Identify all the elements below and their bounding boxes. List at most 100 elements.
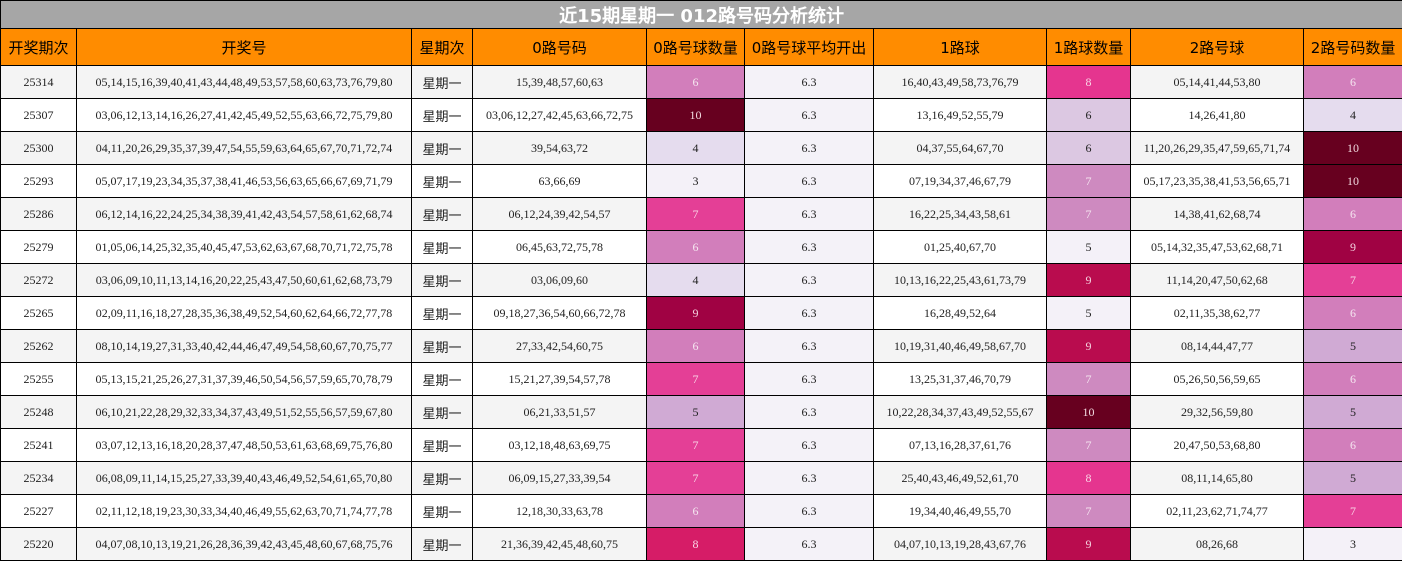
route0-numbers-cell: 09,18,27,36,54,60,66,72,78 bbox=[472, 296, 647, 330]
draw-numbers-cell: 05,13,15,21,25,26,27,31,37,39,46,50,54,5… bbox=[76, 362, 412, 396]
draw-numbers-cell: 05,07,17,19,23,34,35,37,38,41,46,53,56,6… bbox=[76, 164, 412, 198]
route1-count-cell: 8 bbox=[1046, 461, 1131, 495]
route1-count-cell: 7 bbox=[1046, 164, 1131, 198]
route1-count-cell: 8 bbox=[1046, 65, 1131, 99]
route0-avg-cell: 6.3 bbox=[744, 527, 874, 561]
table-row: 25314 05,14,15,16,39,40,41,43,44,48,49,53… bbox=[0, 65, 1402, 99]
header-weekday: 星期次 bbox=[411, 28, 473, 66]
route2-count-cell: 4 bbox=[1302, 98, 1402, 132]
route2-numbers-cell: 08,14,44,47,77 bbox=[1130, 329, 1304, 363]
route0-avg-cell: 6.3 bbox=[744, 230, 874, 264]
route2-numbers-cell: 14,26,41,80 bbox=[1130, 98, 1304, 132]
draw-numbers-cell: 06,10,21,22,28,29,32,33,34,37,43,49,51,5… bbox=[76, 395, 412, 429]
route2-count-cell: 10 bbox=[1302, 131, 1402, 165]
weekday-cell: 星期一 bbox=[411, 461, 473, 495]
route0-count-cell: 4 bbox=[646, 263, 745, 297]
header-numbers: 开奖号 bbox=[76, 28, 412, 66]
header-route1-numbers: 1路球 bbox=[873, 28, 1047, 66]
route0-avg-cell: 6.3 bbox=[744, 395, 874, 429]
draw-numbers-cell: 06,12,14,16,22,24,25,34,38,39,41,42,43,5… bbox=[76, 197, 412, 231]
route1-count-cell: 7 bbox=[1046, 197, 1131, 231]
route1-numbers-cell: 16,22,25,34,43,58,61 bbox=[873, 197, 1047, 231]
route0-count-cell: 9 bbox=[646, 296, 745, 330]
table-row: 25265 02,09,11,16,18,27,28,35,36,38,49,52… bbox=[0, 296, 1402, 330]
route0-avg-cell: 6.3 bbox=[744, 428, 874, 462]
route1-count-cell: 9 bbox=[1046, 263, 1131, 297]
route0-avg-cell: 6.3 bbox=[744, 494, 874, 528]
header-route0-avg: 0路号球平均开出 bbox=[744, 28, 874, 66]
draw-numbers-cell: 03,07,12,13,16,18,20,28,37,47,48,50,53,6… bbox=[76, 428, 412, 462]
route0-count-cell: 7 bbox=[646, 461, 745, 495]
weekday-cell: 星期一 bbox=[411, 263, 473, 297]
draw-numbers-cell: 04,07,08,10,13,19,21,26,28,36,39,42,43,4… bbox=[76, 527, 412, 561]
route0-count-cell: 6 bbox=[646, 494, 745, 528]
route2-numbers-cell: 05,14,41,44,53,80 bbox=[1130, 65, 1304, 99]
weekday-cell: 星期一 bbox=[411, 65, 473, 99]
draw-numbers-cell: 03,06,12,13,14,16,26,27,41,42,45,49,52,5… bbox=[76, 98, 412, 132]
route1-numbers-cell: 01,25,40,67,70 bbox=[873, 230, 1047, 264]
route1-numbers-cell: 04,07,10,13,19,28,43,67,76 bbox=[873, 527, 1047, 561]
weekday-cell: 星期一 bbox=[411, 131, 473, 165]
route0-numbers-cell: 03,06,09,60 bbox=[472, 263, 647, 297]
route0-count-cell: 6 bbox=[646, 230, 745, 264]
route2-count-cell: 3 bbox=[1302, 527, 1402, 561]
route0-numbers-cell: 03,12,18,48,63,69,75 bbox=[472, 428, 647, 462]
route0-count-cell: 6 bbox=[646, 65, 745, 99]
weekday-cell: 星期一 bbox=[411, 197, 473, 231]
table-row: 25293 05,07,17,19,23,34,35,37,38,41,46,53… bbox=[0, 164, 1402, 198]
weekday-cell: 星期一 bbox=[411, 98, 473, 132]
weekday-cell: 星期一 bbox=[411, 362, 473, 396]
route0-numbers-cell: 21,36,39,42,45,48,60,75 bbox=[472, 527, 647, 561]
draw-numbers-cell: 02,11,12,18,19,23,30,33,34,40,46,49,55,6… bbox=[76, 494, 412, 528]
route1-numbers-cell: 10,19,31,40,46,49,58,67,70 bbox=[873, 329, 1047, 363]
route0-count-cell: 10 bbox=[646, 98, 745, 132]
issue-cell: 25227 bbox=[0, 494, 77, 528]
draw-numbers-cell: 05,14,15,16,39,40,41,43,44,48,49,53,57,5… bbox=[76, 65, 412, 99]
issue-cell: 25241 bbox=[0, 428, 77, 462]
route1-count-cell: 9 bbox=[1046, 527, 1131, 561]
route2-numbers-cell: 08,11,14,65,80 bbox=[1130, 461, 1304, 495]
weekday-cell: 星期一 bbox=[411, 230, 473, 264]
route1-count-cell: 6 bbox=[1046, 131, 1131, 165]
route2-numbers-cell: 05,14,32,35,47,53,62,68,71 bbox=[1130, 230, 1304, 264]
issue-cell: 25220 bbox=[0, 527, 77, 561]
weekday-cell: 星期一 bbox=[411, 527, 473, 561]
route0-count-cell: 7 bbox=[646, 197, 745, 231]
route0-numbers-cell: 39,54,63,72 bbox=[472, 131, 647, 165]
route1-count-cell: 7 bbox=[1046, 362, 1131, 396]
route0-count-cell: 7 bbox=[646, 428, 745, 462]
route0-avg-cell: 6.3 bbox=[744, 296, 874, 330]
route1-numbers-cell: 07,19,34,37,46,67,79 bbox=[873, 164, 1047, 198]
header-route0-numbers: 0路号码 bbox=[472, 28, 647, 66]
route0-avg-cell: 6.3 bbox=[744, 131, 874, 165]
route0-count-cell: 5 bbox=[646, 395, 745, 429]
route0-numbers-cell: 15,21,27,39,54,57,78 bbox=[472, 362, 647, 396]
route1-numbers-cell: 10,22,28,34,37,43,49,52,55,67 bbox=[873, 395, 1047, 429]
route1-numbers-cell: 13,16,49,52,55,79 bbox=[873, 98, 1047, 132]
route1-count-cell: 7 bbox=[1046, 428, 1131, 462]
header-route2-count: 2路号码数量 bbox=[1302, 28, 1402, 66]
issue-cell: 25286 bbox=[0, 197, 77, 231]
issue-cell: 25255 bbox=[0, 362, 77, 396]
route0-numbers-cell: 27,33,42,54,60,75 bbox=[472, 329, 647, 363]
route1-count-cell: 6 bbox=[1046, 98, 1131, 132]
header-issue: 开奖期次 bbox=[0, 28, 77, 66]
route2-count-cell: 5 bbox=[1302, 329, 1402, 363]
route0-avg-cell: 6.3 bbox=[744, 98, 874, 132]
route1-count-cell: 5 bbox=[1046, 296, 1131, 330]
route0-numbers-cell: 06,09,15,27,33,39,54 bbox=[472, 461, 647, 495]
weekday-cell: 星期一 bbox=[411, 164, 473, 198]
route2-count-cell: 6 bbox=[1302, 296, 1402, 330]
route2-count-cell: 10 bbox=[1302, 164, 1402, 198]
issue-cell: 25293 bbox=[0, 164, 77, 198]
issue-cell: 25300 bbox=[0, 131, 77, 165]
weekday-cell: 星期一 bbox=[411, 329, 473, 363]
draw-numbers-cell: 01,05,06,14,25,32,35,40,45,47,53,62,63,6… bbox=[76, 230, 412, 264]
issue-cell: 25307 bbox=[0, 98, 77, 132]
issue-cell: 25279 bbox=[0, 230, 77, 264]
route2-count-cell: 7 bbox=[1302, 494, 1402, 528]
route1-numbers-cell: 07,13,16,28,37,61,76 bbox=[873, 428, 1047, 462]
draw-numbers-cell: 04,11,20,26,29,35,37,39,47,54,55,59,63,6… bbox=[76, 131, 412, 165]
route1-numbers-cell: 13,25,31,37,46,70,79 bbox=[873, 362, 1047, 396]
